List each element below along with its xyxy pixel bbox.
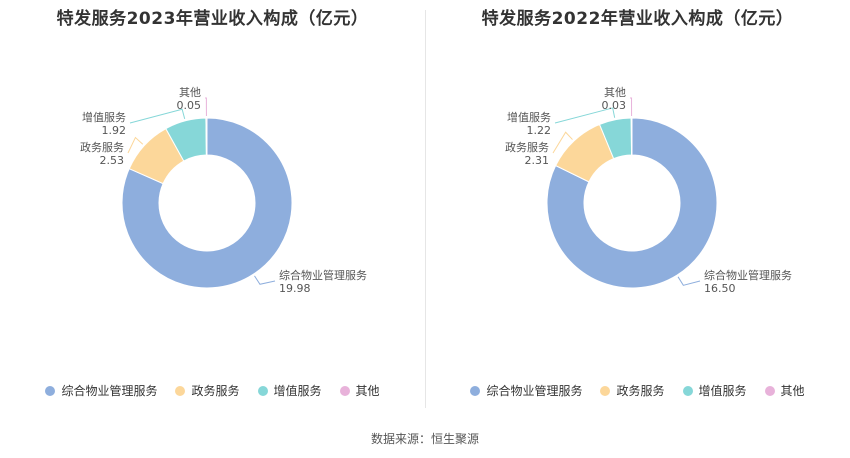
slice-label-name-2: 政务服务 — [505, 140, 549, 154]
chart-title-2023: 特发服务2023年营业收入构成（亿元） — [56, 9, 369, 29]
slice-label-value-2: 2.31 — [525, 154, 550, 167]
leader-line-3 — [129, 108, 186, 124]
legend-item-2[interactable]: 政务服务 — [600, 382, 665, 399]
legend-dot-icon — [764, 385, 775, 396]
legend-dot-icon — [45, 385, 56, 396]
legend-label: 政务服务 — [191, 384, 240, 398]
legend-label: 增值服务 — [698, 384, 747, 398]
legend-label: 综合物业管理服务 — [61, 384, 158, 398]
legend-dot-icon — [682, 385, 693, 396]
slice-label-value-4: 0.03 — [602, 99, 627, 112]
legend-item-3[interactable]: 增值服务 — [257, 382, 322, 399]
legend-item-2[interactable]: 政务服务 — [175, 382, 240, 399]
slice-label-value-3: 1.92 — [102, 124, 127, 137]
slice-label-name-1: 综合物业管理服务 — [279, 268, 367, 282]
legend-dot-icon — [257, 385, 268, 396]
panel-divider — [425, 10, 426, 408]
data-source-note: 数据来源：恒生聚源 — [370, 432, 479, 446]
slice-label-name-3: 增值服务 — [507, 110, 551, 124]
legend-dot-icon — [600, 385, 611, 396]
legend-2023: 综合物业管理服务 政务服务 增值服务 其他 — [0, 382, 425, 399]
leader-line-1 — [677, 276, 701, 286]
slice-label-value-1: 16.50 — [704, 282, 736, 295]
slice-label-name-1: 综合物业管理服务 — [704, 268, 792, 282]
donut-slice-1[interactable] — [546, 117, 718, 289]
donut-slice-1[interactable] — [121, 117, 293, 289]
slice-label-name-4: 其他 — [604, 86, 626, 99]
slice-label-name-4: 其他 — [179, 86, 201, 99]
leader-line-1 — [254, 275, 276, 285]
legend-label: 其他 — [780, 384, 805, 398]
legend-label: 综合物业管理服务 — [486, 384, 583, 398]
legend-item-4[interactable]: 其他 — [339, 382, 380, 399]
chart-panel-2022: 特发服务2022年营业收入构成（亿元） 综合物业管理服务 16.50 政务服务 2.3… — [425, 0, 850, 420]
legend-item-3[interactable]: 增值服务 — [682, 382, 747, 399]
slice-label-value-3: 1.22 — [527, 124, 552, 137]
leader-line-4 — [630, 97, 633, 117]
slice-label-name-3: 增值服务 — [82, 110, 126, 124]
legend-label: 政务服务 — [616, 384, 665, 398]
slice-label-value-1: 19.98 — [279, 282, 311, 295]
legend-dot-icon — [470, 385, 481, 396]
leader-line-4 — [205, 97, 207, 117]
legend-label: 其他 — [355, 384, 380, 398]
legend-item-1[interactable]: 综合物业管理服务 — [45, 382, 157, 399]
legend-label: 增值服务 — [273, 384, 322, 398]
chart-title-2022: 特发服务2022年营业收入构成（亿元） — [481, 9, 794, 29]
donut-slice-4[interactable] — [630, 117, 633, 156]
legend-dot-icon — [339, 385, 350, 396]
slice-label-name-2: 政务服务 — [80, 140, 124, 154]
slice-label-value-4: 0.05 — [177, 99, 202, 112]
leader-line-2 — [552, 131, 573, 154]
legend-dot-icon — [175, 385, 186, 396]
legend-2022: 综合物业管理服务 政务服务 增值服务 其他 — [425, 382, 850, 399]
legend-item-1[interactable]: 综合物业管理服务 — [470, 382, 582, 399]
leader-line-3 — [554, 107, 616, 124]
leader-line-2 — [127, 136, 144, 154]
chart-panel-2023: 特发服务2023年营业收入构成（亿元） 综合物业管理服务 19.98 政务服务 2.5… — [0, 0, 425, 420]
legend-item-4[interactable]: 其他 — [764, 382, 805, 399]
slice-label-value-2: 2.53 — [100, 154, 125, 167]
donut-slice-4[interactable] — [205, 117, 208, 156]
